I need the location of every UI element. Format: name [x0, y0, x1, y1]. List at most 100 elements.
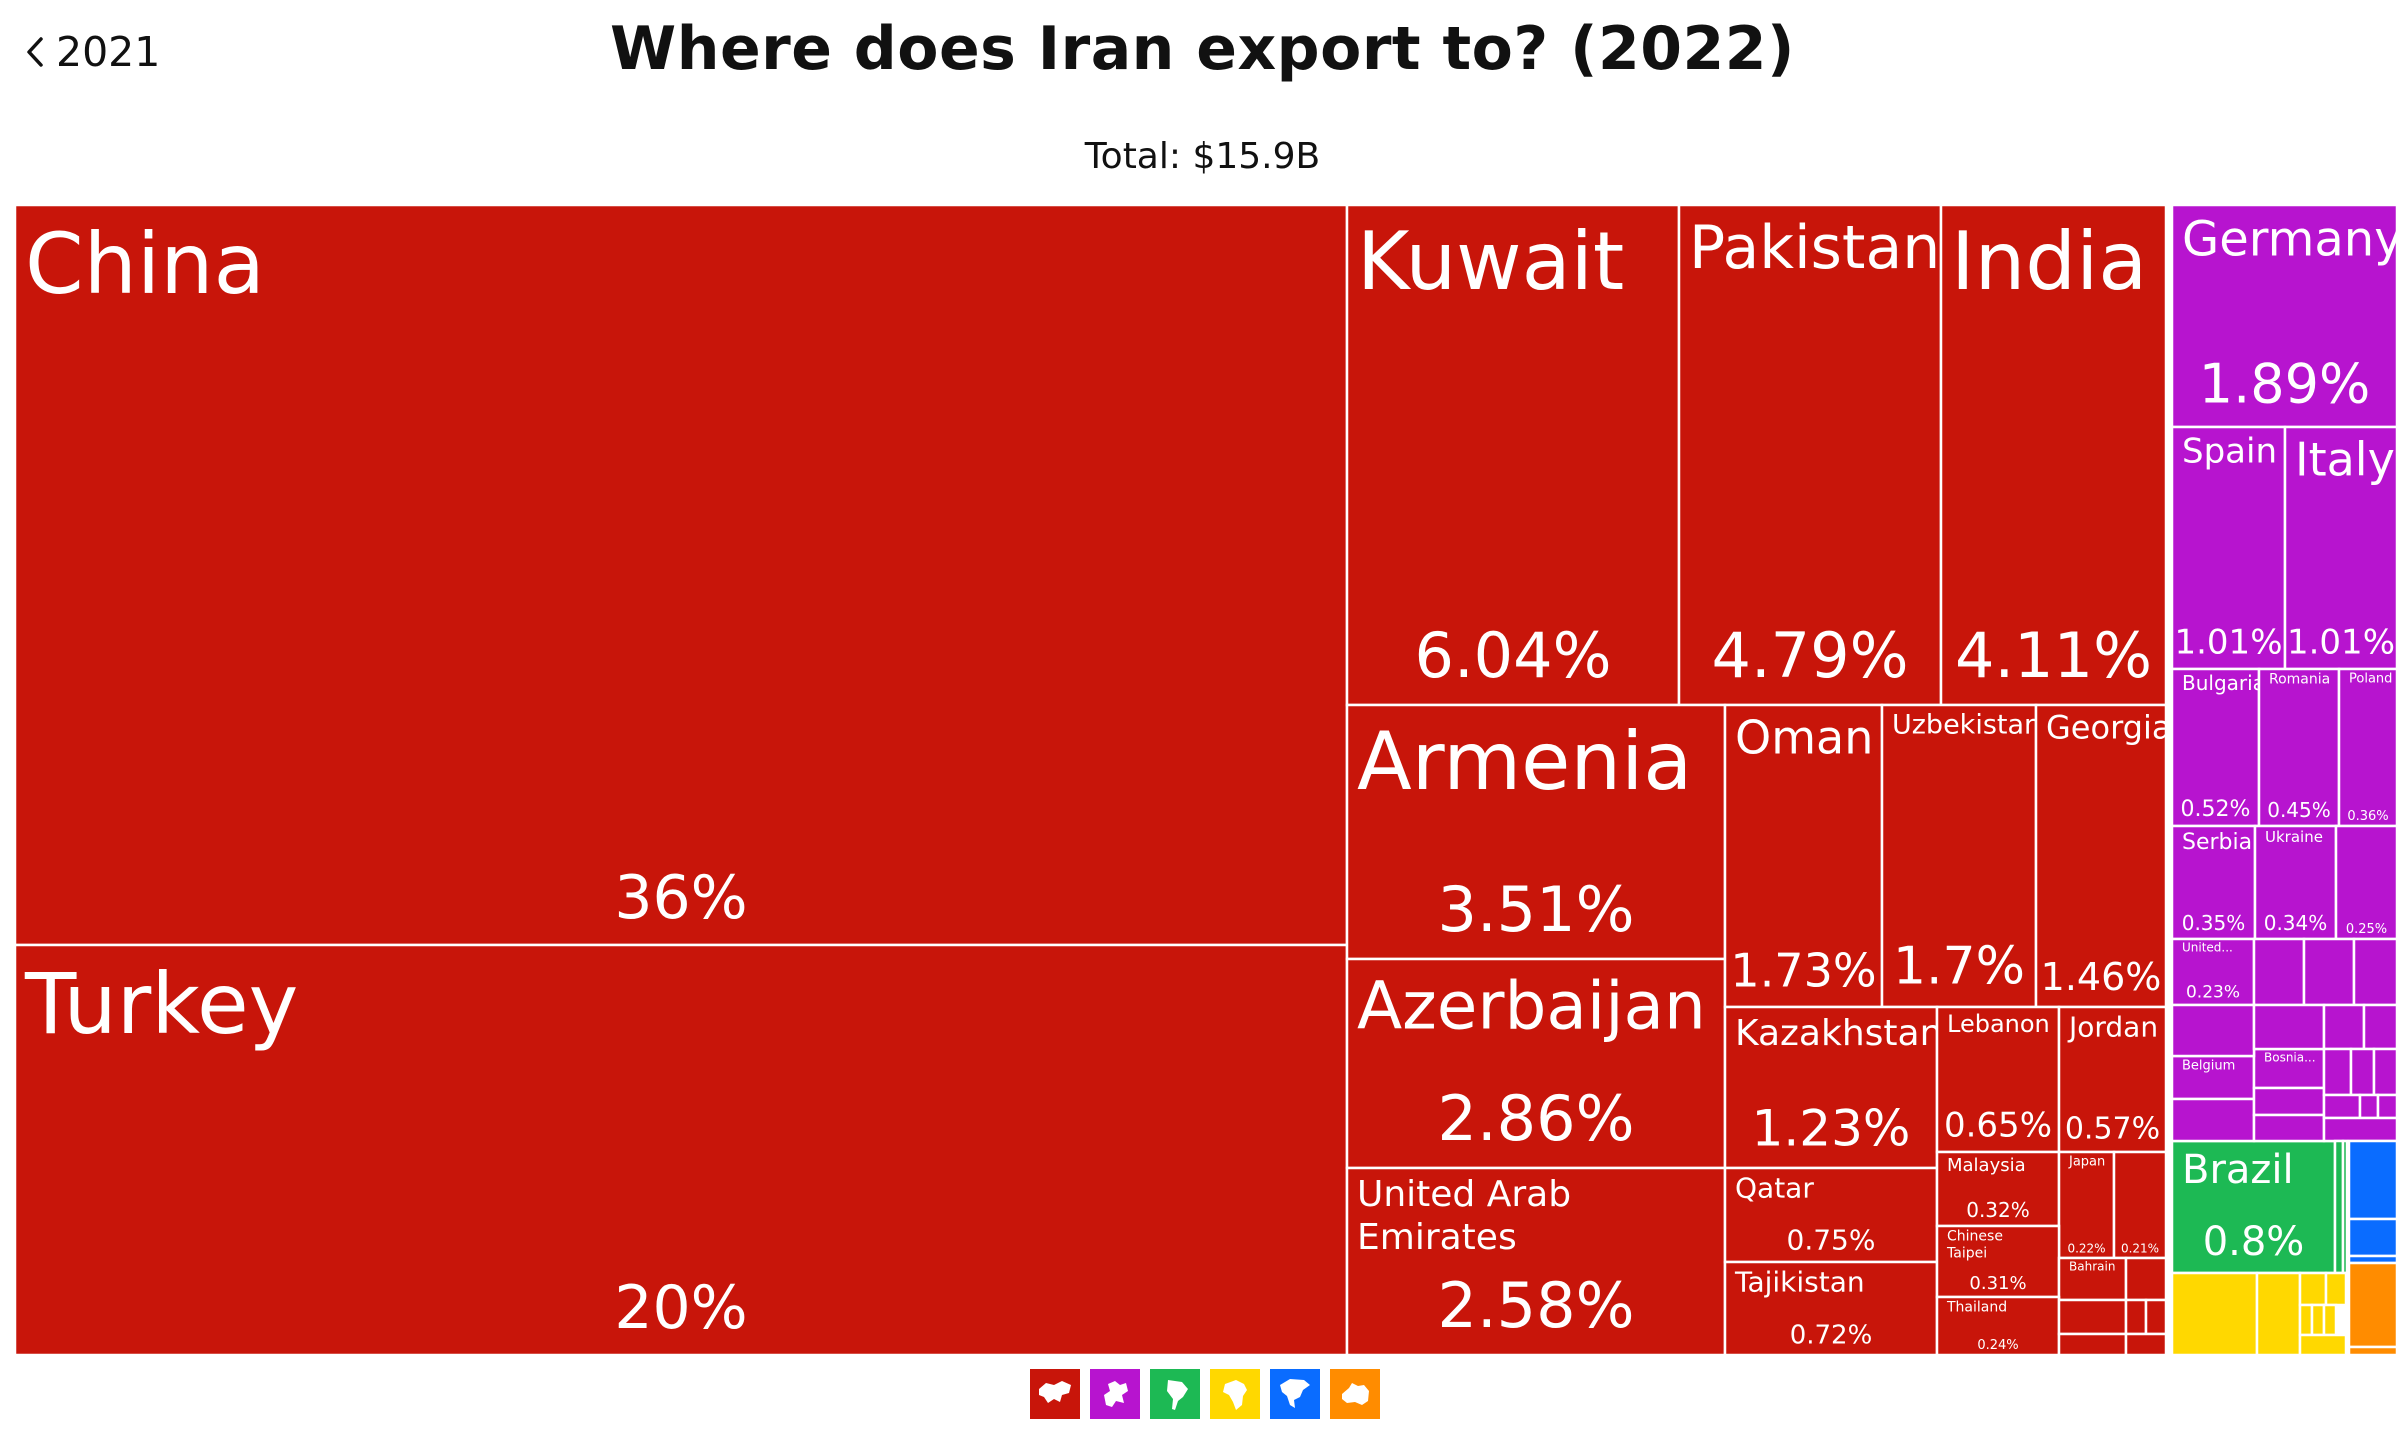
small-tile-europe-19[interactable] — [2322, 1093, 2362, 1120]
tile-name-chinese-taipei: Chinese Taipei — [1946, 1229, 2003, 1262]
tile-china[interactable]: China 36% — [13, 203, 1349, 947]
legend-north-america[interactable] — [1270, 1369, 1320, 1419]
back-to-2021-link[interactable]: 2021 — [24, 22, 160, 82]
tile-oman[interactable]: Oman 1.73% — [1723, 703, 1884, 1009]
tile-value-kazakhstan: 1.23% — [1752, 1100, 1911, 1158]
tile-azerbaijan[interactable]: Azerbaijan 2.86% — [1345, 957, 1727, 1170]
north-america-map-icon — [1280, 1379, 1310, 1408]
small-tile-europe-16[interactable] — [2322, 1047, 2353, 1097]
small-tile-europe-10[interactable] — [2170, 1097, 2256, 1143]
small-tile-asia-0[interactable] — [2124, 1256, 2168, 1302]
small-tile-africa-30[interactable] — [2298, 1271, 2328, 1307]
tile-qatar[interactable]: Qatar 0.75% — [1723, 1166, 1939, 1264]
small-tile-europe-11[interactable] — [2252, 1003, 2326, 1051]
tile-kuwait[interactable]: Kuwait 6.04% — [1345, 203, 1681, 707]
small-tile-africa-33[interactable] — [2310, 1303, 2326, 1337]
small-tile-europe-18[interactable] — [2372, 1047, 2399, 1097]
small-tile-europe-13[interactable] — [2362, 1003, 2399, 1051]
tile-name-tajikistan: Tajikistan — [1734, 1265, 1865, 1298]
tile-serbia[interactable]: Serbia 0.35% — [2170, 824, 2257, 941]
tile-rect-china — [13, 203, 1349, 947]
small-tile-europe-7[interactable] — [2302, 937, 2356, 1007]
tile-value-italy: 1.01% — [2287, 623, 2395, 663]
tile-tajikistan[interactable]: Tajikistan 0.72% — [1723, 1260, 1939, 1357]
small-tile-asia-3[interactable] — [2144, 1298, 2168, 1336]
tile-thailand[interactable]: Thailand 0.24% — [1935, 1295, 2061, 1357]
small-tile-africa-31[interactable] — [2324, 1271, 2348, 1307]
legend-asia[interactable] — [1030, 1369, 1080, 1419]
small-tile-oceania-37[interactable] — [2347, 1345, 2399, 1357]
small-tile-africa-32[interactable] — [2298, 1303, 2314, 1337]
small-tile-asia-4[interactable] — [2057, 1332, 2128, 1357]
tile-rect-azerbaijan — [1345, 957, 1727, 1170]
tile-item-30[interactable]: 0.25% — [2334, 824, 2399, 941]
small-tile-oceania-36[interactable] — [2347, 1261, 2399, 1349]
tile-pakistan[interactable]: Pakistan 4.79% — [1677, 203, 1943, 707]
tile-value-chinese-taipei: 0.31% — [1969, 1273, 2026, 1294]
tile-rect-serbia — [2170, 824, 2257, 941]
tile-armenia[interactable]: Armenia 3.51% — [1345, 703, 1727, 961]
small-tile-africa-28[interactable] — [2170, 1271, 2259, 1357]
small-tile-europe-6[interactable] — [2252, 937, 2306, 1007]
tile-bahrain[interactable]: Bahrain — [2057, 1256, 2128, 1302]
tile-rect-malaysia — [1935, 1150, 2061, 1228]
tile-name-united: United... — [2182, 941, 2233, 955]
tile-jordan[interactable]: Jordan 0.57% — [2057, 1005, 2168, 1154]
small-tile-africa-35[interactable] — [2298, 1333, 2348, 1357]
small-tile-europe-9[interactable] — [2170, 1003, 2256, 1058]
tile-romania[interactable]: Romania 0.45% — [2257, 667, 2341, 828]
tile-japan[interactable]: Japan 0.22% — [2057, 1150, 2116, 1260]
tile-lebanon[interactable]: Lebanon 0.65% — [1935, 1005, 2061, 1154]
tile-united-arab-emirates[interactable]: United Arab Emirates 2.58% — [1345, 1166, 1727, 1357]
tile-bulgaria[interactable]: Bulgaria 0.52% — [2170, 667, 2265, 828]
tile-rect-lebanon — [1935, 1005, 2061, 1154]
small-tile-asia-1[interactable] — [2057, 1298, 2128, 1336]
small-tile-africa-34[interactable] — [2322, 1303, 2338, 1337]
tile-ukraine[interactable]: Ukraine 0.34% — [2253, 824, 2338, 941]
tile-kazakhstan[interactable]: Kazakhstan 1.23% — [1723, 1005, 1942, 1170]
tile-uzbekistan[interactable]: Uzbekistan 1.7% — [1880, 703, 2041, 1009]
tile-bosnia[interactable]: Bosnia... — [2252, 1047, 2326, 1090]
small-tile-north-america-26[interactable] — [2347, 1217, 2399, 1258]
small-tile-europe-17[interactable] — [2349, 1047, 2376, 1097]
small-tile-europe-20[interactable] — [2358, 1093, 2380, 1120]
small-tile-north-america-25[interactable] — [2347, 1139, 2399, 1221]
tile-belgium[interactable]: Belgium — [2170, 1054, 2256, 1101]
tile-italy[interactable]: Italy 1.01% — [2283, 425, 2399, 671]
tile-value-pakistan: 4.79% — [1712, 619, 1909, 692]
small-tile-europe-15[interactable] — [2252, 1113, 2326, 1143]
legend-south-america[interactable] — [1150, 1369, 1200, 1419]
legend-europe[interactable] — [1090, 1369, 1140, 1419]
tile-rect-germany — [2170, 203, 2399, 429]
small-tile-south-america-24[interactable] — [2341, 1139, 2349, 1275]
tile-name-pakistan: Pakistan — [1689, 213, 1940, 283]
tile-spain[interactable]: Spain 1.01% — [2170, 425, 2287, 671]
legend-africa[interactable] — [1210, 1369, 1260, 1419]
tile-india[interactable]: India 4.11% — [1939, 203, 2168, 707]
south-america-map-icon — [1167, 1380, 1188, 1410]
chevron-left-icon — [27, 37, 43, 67]
tile-brazil[interactable]: Brazil 0.8% — [2170, 1139, 2337, 1275]
small-tile-europe-8[interactable] — [2352, 937, 2399, 1007]
tile-chinese-taipei[interactable]: Chinese Taipei 0.31% — [1935, 1224, 2061, 1299]
legend-oceania[interactable] — [1330, 1369, 1380, 1419]
small-tile-europe-21[interactable] — [2376, 1093, 2399, 1120]
small-tile-europe-22[interactable] — [2322, 1116, 2399, 1143]
tile-name-kazakhstan: Kazakhstan — [1735, 1013, 1942, 1054]
tile-poland[interactable]: Poland 0.36% — [2337, 667, 2399, 828]
tile-germany[interactable]: Germany 1.89% — [2170, 203, 2403, 429]
tile-value-spain: 1.01% — [2174, 623, 2282, 663]
small-tile-europe-12[interactable] — [2322, 1003, 2366, 1051]
small-tile-europe-14[interactable] — [2252, 1086, 2326, 1117]
small-tile-asia-5[interactable] — [2124, 1332, 2168, 1357]
tile-item-18[interactable]: 0.21% — [2112, 1150, 2168, 1260]
tile-malaysia[interactable]: Malaysia 0.32% — [1935, 1150, 2061, 1228]
small-tile-asia-2[interactable] — [2124, 1298, 2148, 1336]
tile-value-qatar: 0.75% — [1787, 1223, 1876, 1256]
tile-name-japan: Japan — [2068, 1155, 2105, 1170]
tile-united[interactable]: United... 0.23% — [2170, 937, 2256, 1007]
tile-georgia[interactable]: Georgia 1.46% — [2034, 703, 2171, 1009]
tile-turkey[interactable]: Turkey 20% — [13, 943, 1349, 1357]
small-tile-africa-29[interactable] — [2255, 1271, 2302, 1357]
tile-name-belgium: Belgium — [2182, 1059, 2235, 1074]
